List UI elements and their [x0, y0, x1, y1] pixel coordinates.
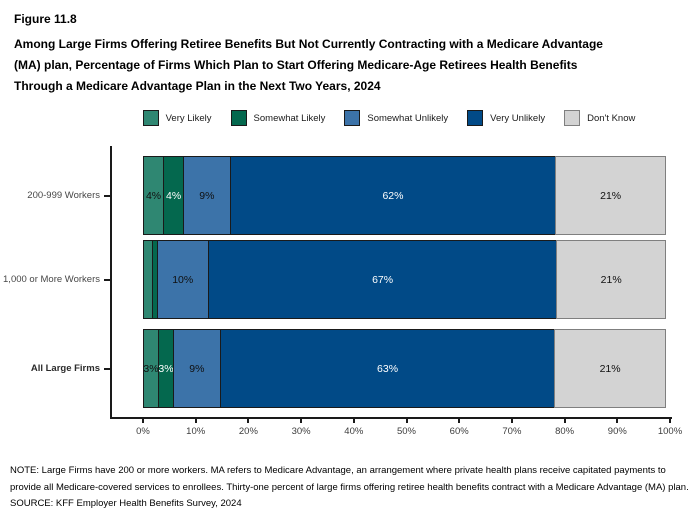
x-axis-tick [405, 417, 408, 423]
y-axis-tick [104, 367, 110, 370]
source-text: SOURCE: KFF Employer Health Benefits Sur… [10, 498, 242, 509]
legend-item: Somewhat Unlikely [344, 110, 448, 126]
legend-swatch-icon [344, 110, 361, 126]
legend-swatch-icon [467, 110, 484, 126]
segment-value-label: 21% [600, 273, 622, 286]
legend-item: Somewhat Likely [230, 110, 326, 126]
x-axis-tick [352, 417, 355, 423]
segment-value-label: 21% [600, 189, 622, 202]
legend-item: Very Likely [142, 110, 212, 126]
segment-value-label: 9% [189, 362, 205, 375]
bar-segment: 21% [555, 156, 666, 235]
segment-value-label: 4% [166, 189, 182, 202]
bar-segment: 62% [229, 156, 557, 235]
x-axis-tick-label: 70% [502, 426, 522, 437]
x-axis-tick-label: 60% [449, 426, 469, 437]
x-axis-tick [669, 417, 671, 423]
x-axis-tick-label: 50% [396, 426, 416, 437]
segment-value-label: 9% [199, 189, 215, 202]
bar-segment: 3% [157, 329, 174, 408]
segment-value-label: 21% [599, 362, 621, 375]
y-axis-category-label: All Large Firms [30, 362, 100, 374]
bar-row: 10% 67% 21% [143, 240, 670, 319]
figure-number: Figure 11.8 [14, 12, 77, 26]
x-axis-tick [458, 417, 461, 423]
bar-segment: 10% [156, 240, 209, 319]
bar-segment: 63% [219, 329, 556, 408]
x-axis-tick-label: 30% [291, 426, 311, 437]
footnotes: NOTE: Large Firms have 200 or more worke… [10, 463, 696, 513]
segment-value-label: 3% [158, 362, 174, 375]
bar-segment: 4% [163, 156, 185, 235]
y-axis-category-label: 200-999 Workers [27, 189, 100, 201]
x-axis-tick-label: 80% [555, 426, 575, 437]
x-axis-tick [194, 417, 197, 423]
legend-swatch-icon [142, 110, 159, 126]
x-axis-tick [510, 417, 513, 423]
x-axis-tick [142, 417, 144, 423]
bar-segment: 67% [207, 240, 558, 319]
bar-row: 4% 4% 9% 62% 21% [143, 156, 670, 235]
segment-value-label: 63% [377, 362, 399, 375]
x-axis-tick [563, 417, 566, 423]
bar-segment: 21% [554, 329, 666, 408]
bar-segment: 21% [556, 240, 666, 319]
segment-value-label: 4% [145, 189, 162, 202]
x-axis-line [110, 417, 672, 419]
x-axis-tick-label: 40% [344, 426, 364, 437]
legend-label: Don't Know [587, 112, 636, 124]
legend-label: Very Unlikely [490, 112, 546, 124]
x-axis-tick-label: 0% [136, 426, 150, 437]
note-text: NOTE: Large Firms have 200 or more worke… [10, 465, 689, 493]
segment-value-label: 62% [382, 189, 404, 202]
segment-value-label: 10% [172, 273, 194, 286]
segment-value-label: 67% [372, 273, 394, 286]
legend-item: Very Unlikely [467, 110, 545, 126]
y-axis-tick [104, 278, 110, 281]
x-axis-tick [616, 417, 619, 423]
legend-swatch-icon [564, 110, 581, 126]
x-axis-tick-label: 100% [657, 426, 683, 437]
bar-segment: 4% [143, 156, 165, 235]
x-axis-tick-label: 90% [607, 426, 627, 437]
x-axis-tick [300, 417, 303, 423]
figure-title: Among Large Firms Offering Retiree Benef… [14, 37, 603, 93]
legend-item: Don't Know [564, 110, 635, 126]
x-axis-tick-label: 10% [186, 426, 206, 437]
legend-swatch-icon [230, 110, 247, 126]
chart-legend: Very Likely Somewhat Likely Somewhat Unlik… [106, 107, 672, 129]
y-axis-line [110, 146, 112, 418]
bar-segment: 9% [183, 156, 231, 235]
bar-segment: 3% [143, 329, 159, 408]
y-axis-tick [104, 194, 110, 197]
x-axis-tick-label: 20% [238, 426, 258, 437]
x-axis-tick [247, 417, 250, 423]
title-block: Figure 11.8 Among Large Firms Offering R… [14, 12, 610, 97]
legend-label: Very Likely [165, 112, 212, 124]
legend-label: Somewhat Unlikely [367, 112, 449, 124]
bar-row: 3% 3% 9% 63% 21% [143, 329, 670, 408]
legend-label: Somewhat Likely [253, 112, 326, 124]
bar-segment: 9% [172, 329, 221, 408]
segment-value-label: 3% [143, 362, 159, 375]
y-axis-category-label: 1,000 or More Workers [3, 273, 100, 285]
